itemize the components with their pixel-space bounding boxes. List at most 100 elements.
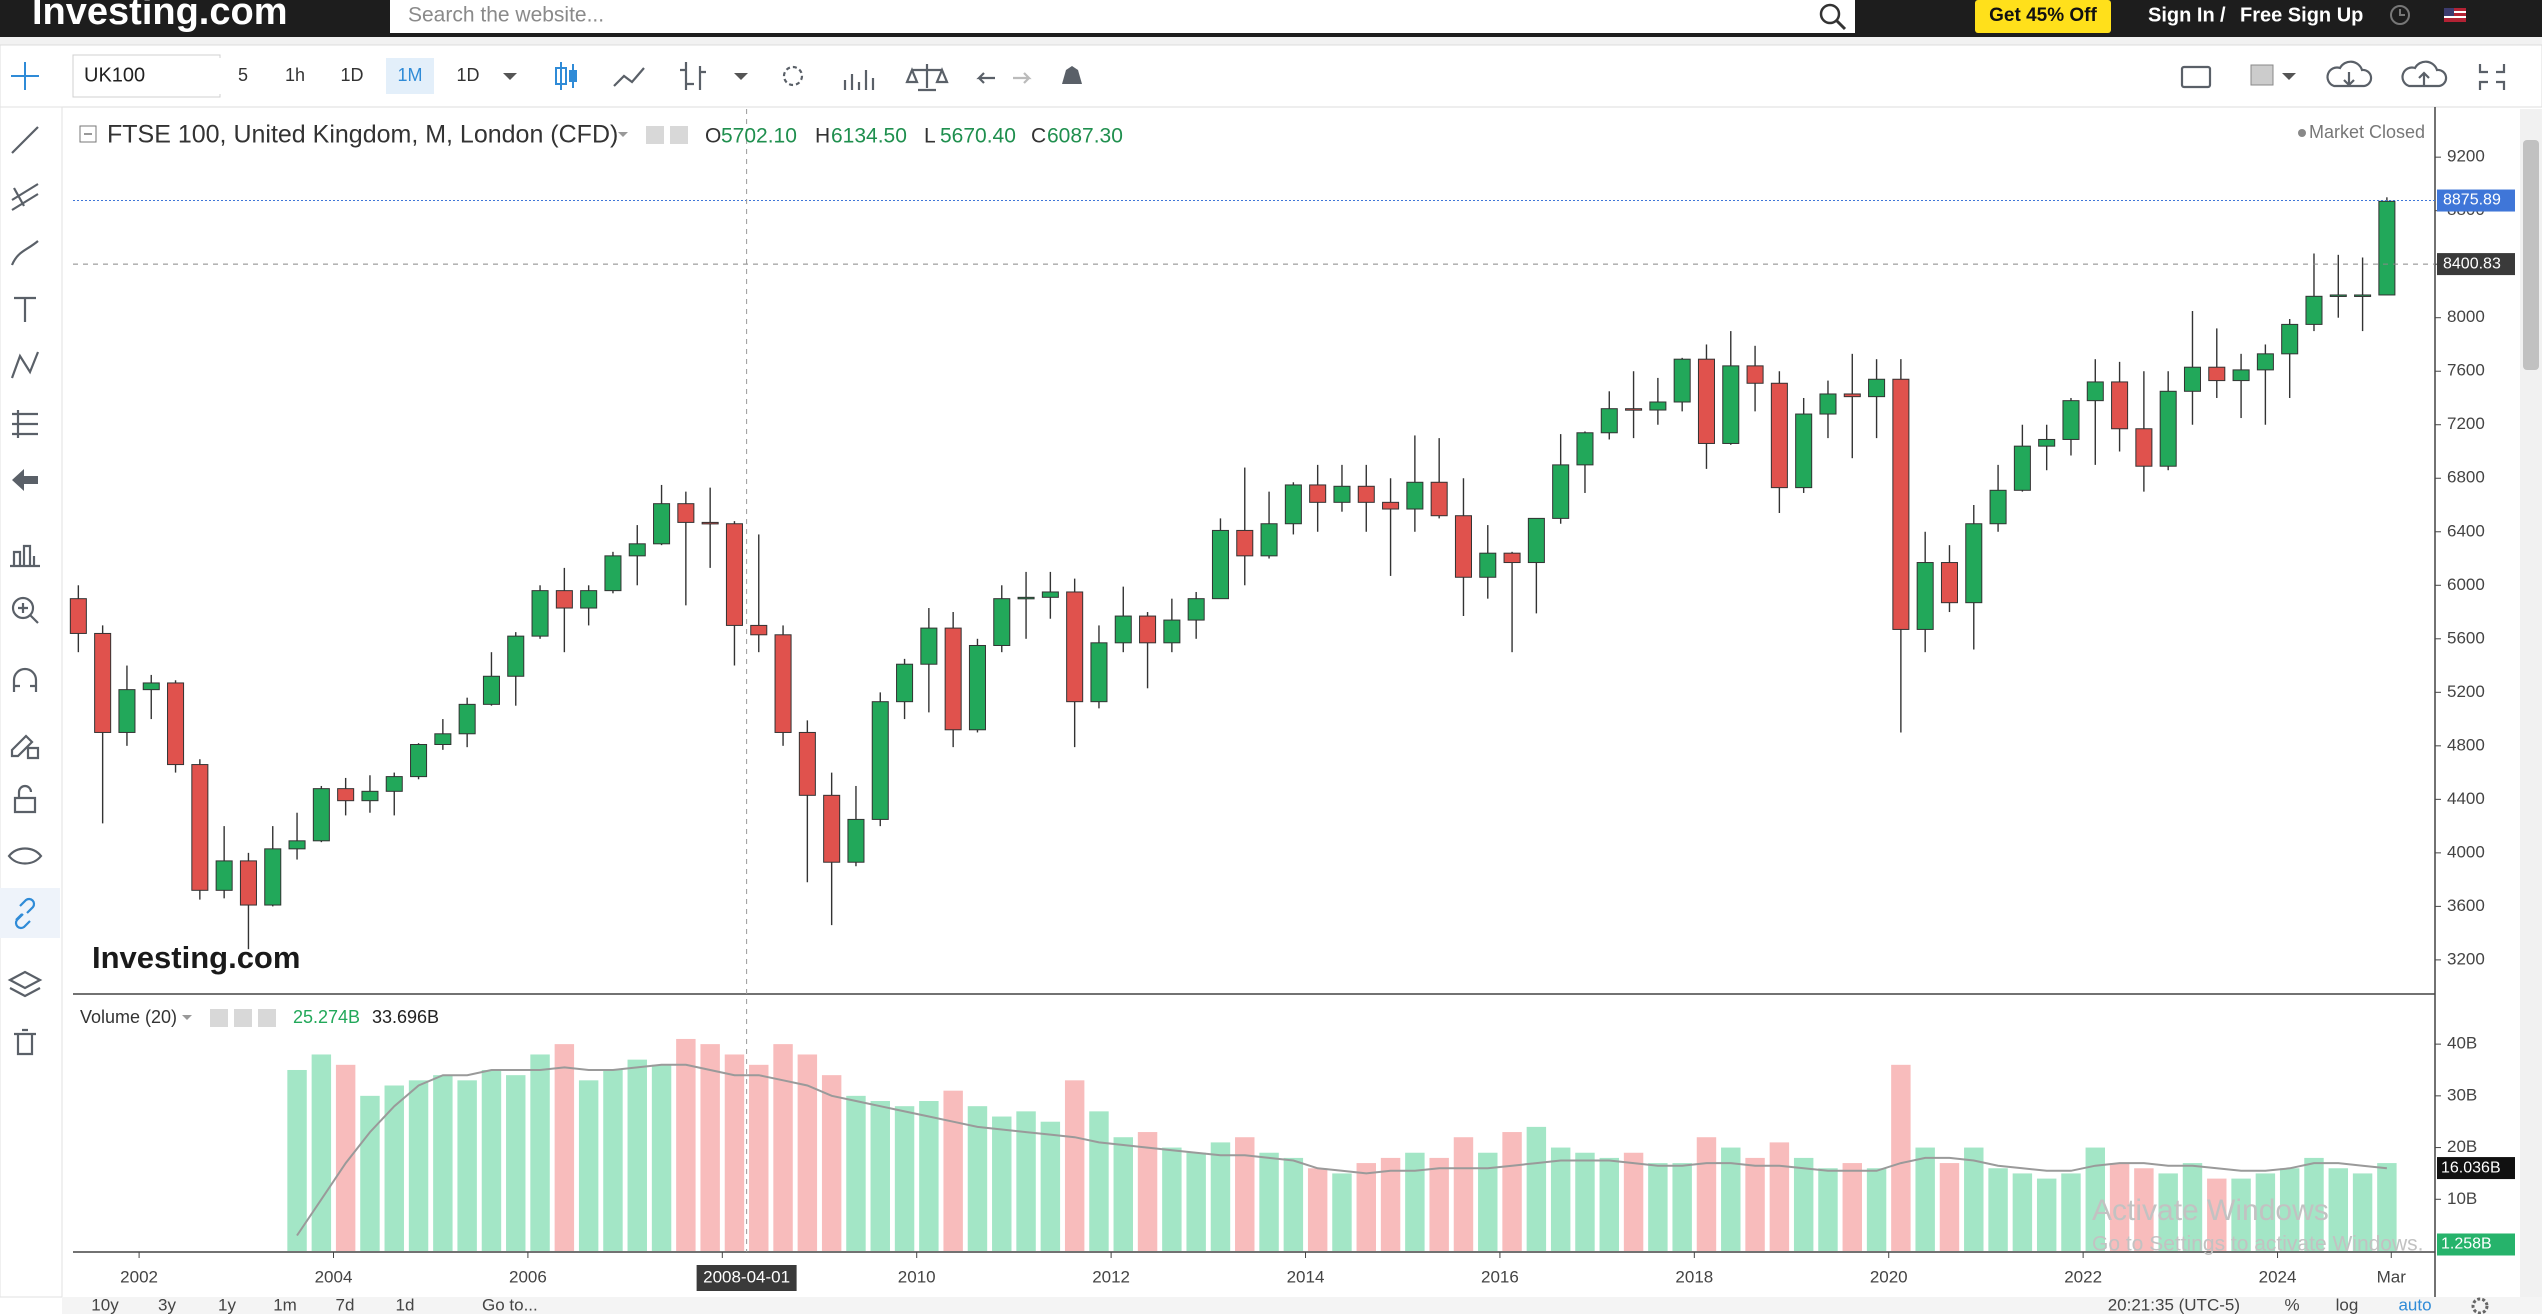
compare-button[interactable]: [905, 64, 949, 92]
candle-body: [1357, 485, 1375, 503]
interval-label[interactable]: 1h: [285, 65, 305, 85]
indicators-button[interactable]: [843, 70, 875, 90]
interval-button[interactable]: [328, 58, 376, 94]
range-button[interactable]: 1m: [273, 1295, 297, 1314]
sync-tool[interactable]: [14, 897, 36, 930]
candle-body: [1066, 591, 1084, 703]
candle-body: [2159, 390, 2177, 467]
upload-button[interactable]: [2401, 60, 2448, 88]
auto-toggle[interactable]: auto: [2398, 1295, 2431, 1314]
line-type-button[interactable]: [613, 67, 645, 87]
candle-body: [264, 848, 282, 906]
candle-body: [823, 794, 841, 863]
sign-in[interactable]: Sign In: [2148, 4, 2215, 26]
volume-bar: [1745, 1157, 1765, 1251]
volume-legend-ma: 33.696B: [372, 1007, 439, 1027]
zoom-tool[interactable]: [11, 596, 39, 624]
candle-body: [1527, 517, 1545, 564]
crosshair-tool[interactable]: [11, 62, 39, 90]
candle-body: [1187, 598, 1205, 621]
measure-tool[interactable]: [10, 544, 40, 568]
legend-hide[interactable]: [646, 126, 664, 144]
range-button[interactable]: 7d: [336, 1295, 355, 1314]
interval-label[interactable]: 5: [238, 65, 248, 85]
delete-tool[interactable]: [14, 1028, 36, 1056]
candle-body: [1673, 358, 1691, 403]
undo-button[interactable]: [976, 72, 995, 84]
range-group: 10y 3y 1y 1m 7d 1d: [91, 1295, 414, 1314]
drawing-mode-tool[interactable]: [10, 734, 40, 760]
crosshair-date-badge: [696, 1265, 797, 1291]
visibility-tool[interactable]: [7, 847, 43, 865]
prediction-tool[interactable]: [12, 410, 38, 438]
magnet-tool[interactable]: [12, 667, 38, 692]
interval-label[interactable]: 1D: [456, 65, 479, 85]
candle-type-button[interactable]: [555, 62, 577, 90]
color-button[interactable]: [2250, 64, 2274, 86]
scrollbar-thumb[interactable]: [2523, 140, 2539, 370]
volume-bar: [2231, 1178, 2251, 1251]
interval-label[interactable]: 1M: [397, 65, 422, 85]
candle-body: [1868, 378, 1886, 398]
symbol-input[interactable]: [72, 54, 221, 98]
interval-dropdown[interactable]: [503, 73, 517, 80]
search-box[interactable]: [390, 0, 1855, 33]
logo[interactable]: Investing.com: [32, 0, 288, 33]
range-button[interactable]: 3y: [158, 1295, 176, 1314]
lock-tool[interactable]: [13, 784, 37, 814]
volume-bar: [967, 1106, 988, 1251]
log-toggle[interactable]: log: [2336, 1295, 2359, 1314]
text-tool[interactable]: [14, 296, 36, 322]
legend-settings[interactable]: [670, 126, 688, 144]
brush-tool[interactable]: [10, 240, 39, 266]
range-button[interactable]: 1y: [218, 1295, 236, 1314]
scrollbar[interactable]: [2520, 109, 2542, 1297]
candle-body: [215, 860, 233, 891]
footer-bar: [62, 1297, 2542, 1314]
promo-button[interactable]: [1975, 0, 2111, 33]
pattern-tool[interactable]: [10, 351, 40, 379]
range-button[interactable]: 1d: [396, 1295, 415, 1314]
volume-bar: [1040, 1121, 1061, 1251]
interval-button[interactable]: [271, 58, 319, 94]
volume-bar: [1575, 1152, 1595, 1251]
clock-icon[interactable]: [2390, 5, 2410, 25]
layers-tool[interactable]: [7, 970, 43, 998]
y-tick-label: 40B: [2447, 1034, 2477, 1053]
volume-remove[interactable]: [258, 1009, 276, 1027]
volume-bar: [1866, 1168, 1887, 1251]
download-button[interactable]: [2326, 60, 2373, 88]
settings-button[interactable]: [782, 65, 804, 87]
chart-type-dropdown[interactable]: [734, 73, 748, 80]
alert-button[interactable]: [1062, 66, 1082, 84]
interval-label[interactable]: 1D: [340, 65, 363, 85]
bars-type-button[interactable]: [680, 62, 706, 90]
candle-body: [1406, 481, 1424, 510]
flag-icon[interactable]: [2444, 8, 2466, 22]
volume-dropdown[interactable]: [182, 1015, 192, 1020]
range-button[interactable]: 10y: [91, 1295, 119, 1314]
volume-bar: [992, 1116, 1012, 1251]
search-icon[interactable]: [1819, 3, 1847, 31]
footer-settings[interactable]: [2471, 1297, 2489, 1314]
interval-button[interactable]: [444, 58, 492, 94]
candle-body: [94, 632, 112, 733]
percent-toggle[interactable]: %: [2284, 1295, 2299, 1314]
interval-button[interactable]: [386, 58, 434, 94]
goto[interactable]: Go to...: [482, 1295, 538, 1314]
redo-button[interactable]: [1013, 72, 1032, 84]
fib-tool[interactable]: [11, 183, 39, 211]
screenshot-button[interactable]: [2180, 65, 2212, 89]
x-tick-label: 2024: [2259, 1267, 2297, 1286]
ohlc-value: 5702.10: [721, 125, 797, 148]
interval-button[interactable]: [219, 58, 267, 94]
volume-hide[interactable]: [210, 1009, 228, 1027]
volume-settings[interactable]: [234, 1009, 252, 1027]
trendline-tool[interactable]: [11, 126, 39, 154]
color-dropdown[interactable]: [2282, 73, 2296, 80]
volume-ma-line: [296, 1063, 2388, 1237]
back-tool[interactable]: [12, 469, 38, 491]
fullscreen-button[interactable]: [2478, 64, 2506, 90]
title-dropdown[interactable]: [618, 132, 628, 137]
sign-up[interactable]: Free Sign Up: [2240, 4, 2363, 26]
